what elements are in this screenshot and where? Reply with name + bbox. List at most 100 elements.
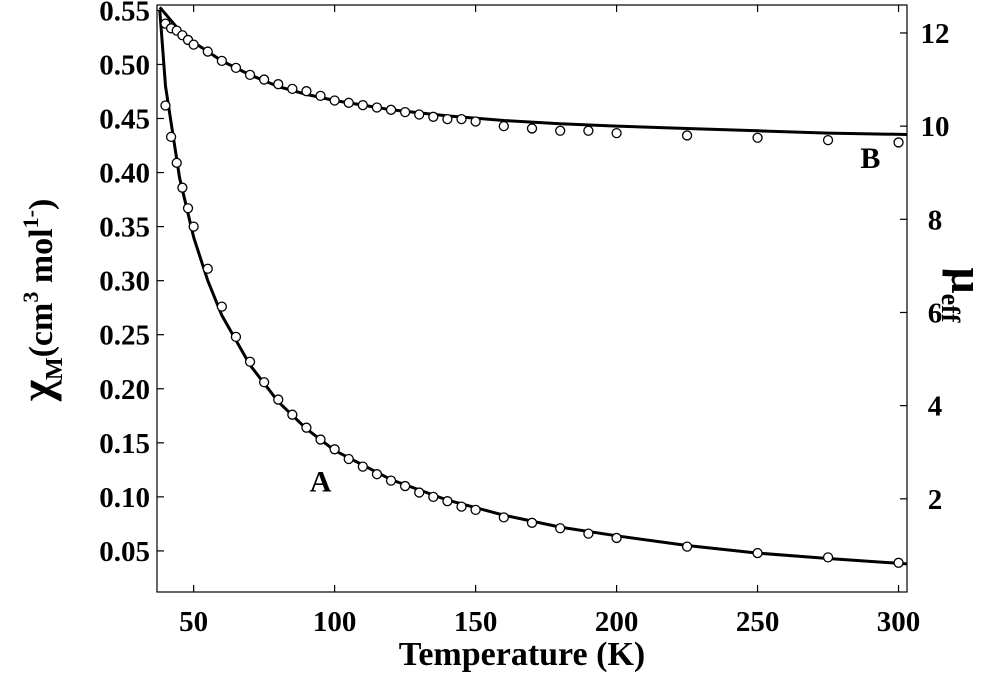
y-left-tick-label: 0.05 (99, 536, 150, 568)
data-point-B (498, 120, 509, 132)
tick-labels: 50 100 150 200 250 300 0.05 0.10 0.15 0.20 0.25 0.3… (99, 0, 949, 638)
data-point-A (273, 394, 284, 405)
fit-line-A (158, 10, 908, 566)
data-point-A (470, 504, 481, 515)
data-point-B (258, 74, 270, 85)
data-point-A (343, 453, 354, 465)
data-point-B (371, 102, 383, 113)
data-point-B (583, 125, 594, 136)
y-right-tick-label: 8 (928, 204, 943, 236)
data-point-A (182, 203, 194, 214)
data-point-A (385, 475, 397, 486)
y-left-tick-label: 0.30 (99, 266, 150, 298)
data-point-B (428, 111, 439, 122)
y-left-tick-label: 0.55 (99, 0, 150, 27)
data-point-A (399, 480, 411, 492)
y-left-tick-label: 0.45 (99, 104, 150, 136)
data-point-A (188, 221, 199, 232)
data-point-B (329, 95, 340, 106)
plot-axes (156, 4, 908, 593)
data-point-B (244, 69, 256, 81)
y-right-tick-label: 12 (921, 18, 950, 50)
data-point-B (315, 90, 326, 101)
data-point-A (498, 512, 509, 523)
y-left-tick-label: 0.10 (99, 482, 150, 514)
data-point-A (357, 461, 368, 472)
y-left-tick-label: 0.25 (99, 320, 150, 352)
data-point-B (343, 97, 354, 108)
data-point-A (287, 409, 298, 420)
data-point-A (216, 301, 227, 312)
x-tick-label: 250 (736, 606, 780, 638)
y-left-tick-label: 0.40 (99, 158, 150, 190)
fit-line-B (158, 6, 908, 136)
data-point-A (165, 131, 177, 143)
data-point-A (171, 157, 182, 168)
data-point-A (893, 557, 904, 568)
data-point-B (555, 125, 566, 136)
data-point-A (428, 491, 439, 503)
y-left-tick-label: 0.35 (99, 212, 150, 244)
data-point-A (681, 541, 693, 552)
data-point-B (470, 116, 481, 127)
x-tick-label: 150 (454, 606, 498, 638)
x-tick-label: 50 (179, 606, 208, 638)
series-label-A: A (310, 465, 332, 498)
data-point-B (752, 132, 763, 143)
data-point-B (414, 109, 425, 120)
data-point-A (456, 501, 467, 512)
data-point-A (160, 100, 171, 111)
data-point-B (216, 55, 227, 67)
x-axis-title: Temperature (K) (399, 636, 645, 673)
data-point-B (230, 62, 242, 74)
plot-frame (156, 4, 908, 593)
data-point-B (399, 107, 411, 118)
y-axis-left-title: χM(cm3 mol1-) (11, 199, 68, 403)
data-point-B (822, 134, 834, 146)
data-point-B (188, 39, 199, 50)
y-left-tick-label: 0.20 (99, 374, 150, 406)
x-tick-label: 100 (313, 606, 357, 638)
data-point-A (414, 487, 425, 498)
fit-curves (158, 6, 908, 566)
data-point-A (583, 528, 594, 539)
y-right-tick-label: 4 (928, 391, 943, 423)
data-point-A (611, 532, 622, 544)
data-point-A (555, 523, 566, 534)
data-point-B (681, 130, 693, 141)
y-left-tick-label: 0.50 (99, 49, 150, 81)
series-labels: AB (310, 142, 881, 498)
data-point-A (315, 434, 326, 445)
data-point-B (456, 113, 467, 125)
data-point-A (526, 517, 538, 528)
data-point-B (273, 79, 284, 90)
data-point-A (822, 552, 834, 563)
data-point-A (301, 422, 312, 433)
y-right-tick-label: 6 (928, 297, 943, 329)
data-point-A (177, 182, 188, 193)
y-axis-right-title: μeff (936, 268, 993, 323)
data-point-B (357, 100, 368, 111)
data-point-B (202, 46, 213, 57)
data-point-B (893, 137, 904, 148)
data-point-A (752, 547, 763, 559)
y-right-tick-label: 10 (921, 111, 950, 143)
y-right-tick-label: 2 (928, 484, 943, 516)
y-left-tick-label: 0.15 (99, 428, 150, 460)
data-point-A (329, 444, 340, 455)
series-label-B: B (860, 142, 880, 175)
x-tick-label: 200 (595, 606, 639, 638)
x-tick-label: 300 (877, 606, 921, 638)
data-point-B (611, 127, 622, 139)
data-point-A (244, 356, 256, 367)
data-point-A (258, 377, 270, 388)
data-markers (160, 18, 904, 568)
data-point-B (526, 123, 538, 134)
data-point-A (371, 469, 383, 480)
data-point-A (230, 331, 242, 343)
data-point-B (301, 86, 312, 97)
data-point-A (202, 263, 213, 274)
data-point-A (442, 496, 453, 507)
data-point-B (287, 83, 298, 95)
